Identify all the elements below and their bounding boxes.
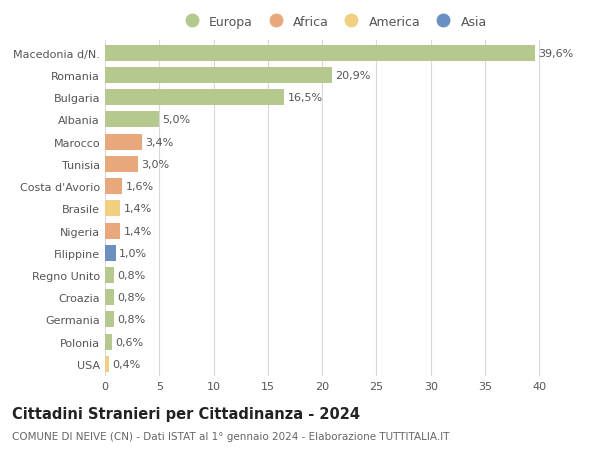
Legend: Europa, Africa, America, Asia: Europa, Africa, America, Asia xyxy=(179,16,487,28)
Text: 5,0%: 5,0% xyxy=(163,115,191,125)
Bar xyxy=(105,45,535,62)
Bar xyxy=(105,179,122,195)
Text: 1,6%: 1,6% xyxy=(125,182,154,192)
Bar xyxy=(105,356,109,372)
Text: 3,0%: 3,0% xyxy=(141,159,169,169)
Text: 0,8%: 0,8% xyxy=(117,315,145,325)
Text: 20,9%: 20,9% xyxy=(335,71,371,81)
Text: 1,4%: 1,4% xyxy=(124,204,152,214)
Bar xyxy=(105,290,113,306)
Bar xyxy=(105,112,159,128)
Bar xyxy=(105,201,120,217)
Bar xyxy=(105,334,112,350)
Bar xyxy=(105,157,137,173)
Bar xyxy=(105,268,113,283)
Bar xyxy=(105,134,142,150)
Text: 0,8%: 0,8% xyxy=(117,293,145,302)
Bar xyxy=(105,90,284,106)
Bar xyxy=(105,245,116,261)
Bar xyxy=(105,312,113,328)
Text: 3,4%: 3,4% xyxy=(145,137,173,147)
Text: COMUNE DI NEIVE (CN) - Dati ISTAT al 1° gennaio 2024 - Elaborazione TUTTITALIA.I: COMUNE DI NEIVE (CN) - Dati ISTAT al 1° … xyxy=(12,431,449,442)
Text: 16,5%: 16,5% xyxy=(287,93,323,103)
Bar xyxy=(105,223,120,239)
Text: 1,0%: 1,0% xyxy=(119,248,147,258)
Text: 1,4%: 1,4% xyxy=(124,226,152,236)
Text: 39,6%: 39,6% xyxy=(538,49,574,58)
Bar xyxy=(105,68,332,84)
Text: 0,8%: 0,8% xyxy=(117,270,145,280)
Text: Cittadini Stranieri per Cittadinanza - 2024: Cittadini Stranieri per Cittadinanza - 2… xyxy=(12,406,360,421)
Text: 0,6%: 0,6% xyxy=(115,337,143,347)
Text: 0,4%: 0,4% xyxy=(113,359,141,369)
